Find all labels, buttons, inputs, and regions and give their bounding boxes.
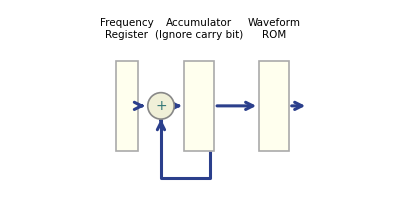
FancyBboxPatch shape bbox=[116, 61, 137, 151]
Circle shape bbox=[148, 93, 174, 119]
FancyBboxPatch shape bbox=[184, 61, 214, 151]
Text: Accumulator
(Ignore carry bit): Accumulator (Ignore carry bit) bbox=[155, 18, 244, 40]
Text: Waveform
ROM: Waveform ROM bbox=[247, 18, 300, 40]
FancyBboxPatch shape bbox=[259, 61, 289, 151]
Text: Frequency
Register: Frequency Register bbox=[100, 18, 154, 40]
Text: +: + bbox=[155, 99, 167, 113]
